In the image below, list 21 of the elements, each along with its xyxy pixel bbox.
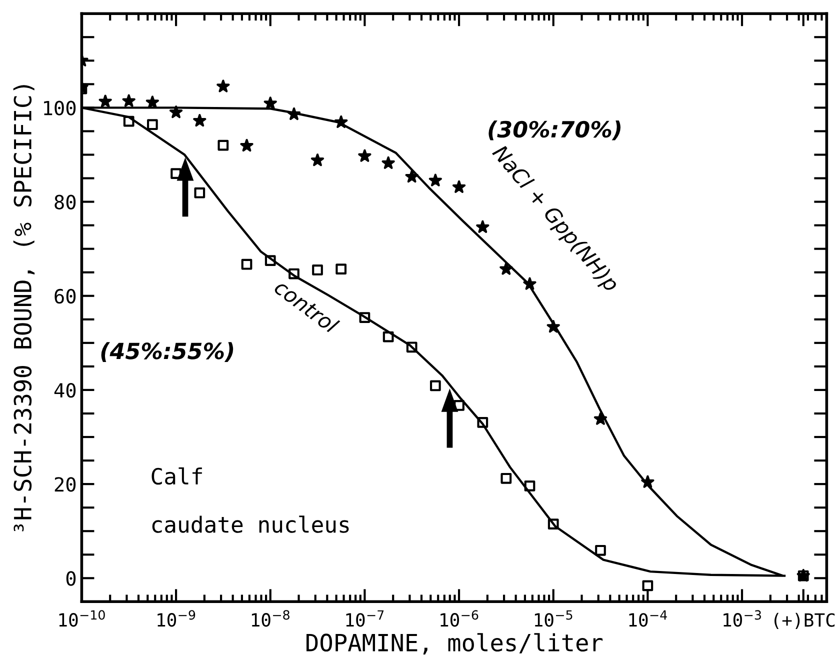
annotation: caudate nucleus: [152, 516, 349, 533]
x-tick-label: (+)BTC: [774, 612, 835, 629]
y-axis-title: ³H-SCH-23390 BOUND, (% SPECIFIC): [13, 85, 35, 532]
x-axis-title: DOPAMINE, moles/liter: [306, 633, 603, 655]
y-tick-label: 80: [54, 194, 76, 210]
annotation: (30%:70%): [488, 120, 620, 140]
x-tick-label: 10$^{−10}$: [59, 610, 105, 627]
x-tick-label: 10$^{−3}$: [724, 610, 761, 627]
x-tick-label: 10$^{−5}$: [534, 610, 572, 627]
y-tick-label: 0: [66, 571, 76, 586]
x-tick-label: 10$^{−9}$: [158, 610, 196, 627]
x-tick-label: 10$^{−6}$: [440, 610, 478, 627]
x-tick-label: 10$^{−7}$: [346, 610, 384, 627]
y-tick-label: 20: [54, 477, 76, 492]
y-tick-label: 60: [54, 288, 76, 304]
y-tick-label: 40: [54, 382, 76, 398]
x-tick-label: 10$^{−8}$: [252, 610, 290, 627]
y-tick-label: 100: [44, 100, 76, 116]
annotation: (45%:55%): [101, 342, 234, 362]
x-tick-label: 10$^{−4}$: [629, 610, 667, 627]
annotation: Calf: [152, 467, 202, 485]
